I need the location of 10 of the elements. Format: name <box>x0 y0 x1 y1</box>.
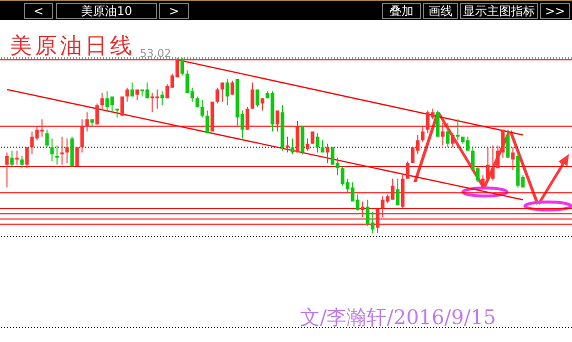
text: 文/李瀚轩/2016/9/15 <box>300 304 496 331</box>
annotation: 53.02 <box>140 46 172 60</box>
chart-title: 美原油日线 <box>10 33 135 61</box>
text: >> <box>540 3 570 19</box>
text: 画线 <box>423 3 458 19</box>
text: 叠加 <box>382 3 421 19</box>
text: 美原油10 <box>56 3 157 19</box>
text: 显示主图指标 <box>460 3 538 19</box>
text: > <box>159 3 189 19</box>
text: < <box>24 3 53 19</box>
